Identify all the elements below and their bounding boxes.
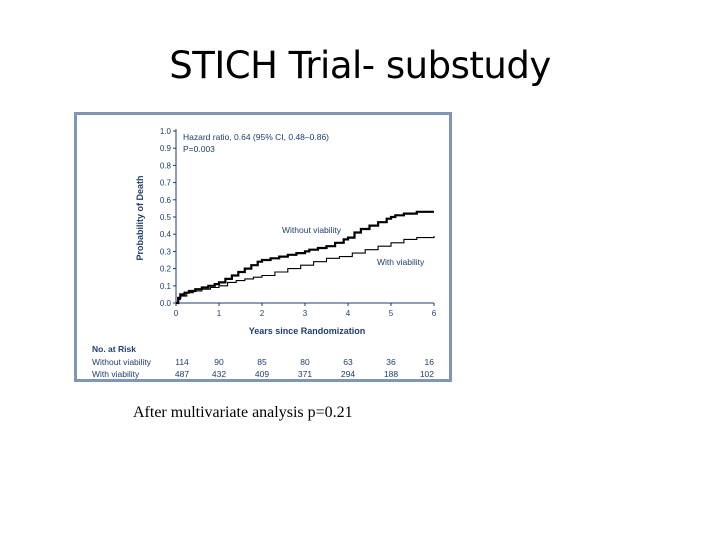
risk-row-label-with-viability: With viability [92,369,140,379]
y-axis-ticks: 0.0 0.1 0.2 0.3 0.4 0.5 0.6 0.7 0.8 0.9 1.0 [160,127,176,308]
risk-row-label-without-viability: Without viability [92,357,152,367]
y-axis-label: Probability of Death [135,175,145,260]
x-tick-label: 3 [303,309,308,318]
risk-value: 85 [257,357,267,367]
risk-value: 80 [300,357,310,367]
series-label-with-viability: With viability [377,257,425,267]
y-tick-label: 0.0 [160,299,172,308]
y-tick-label: 0.4 [160,230,172,239]
y-tick-label: 0.6 [160,196,172,205]
x-axis-label: Years since Randomization [249,326,366,336]
p-value-annotation: P=0.003 [183,144,215,154]
y-tick-label: 0.7 [160,179,172,188]
x-tick-label: 6 [432,309,437,318]
y-tick-label: 1.0 [160,127,172,136]
hazard-ratio-annotation: Hazard ratio, 0.64 (95% CI, 0.48–0.86) [183,132,329,142]
y-tick-label: 0.1 [160,282,172,291]
y-tick-label: 0.3 [160,247,172,256]
risk-value: 432 [212,369,226,379]
risk-value: 102 [420,369,434,379]
x-tick-label: 1 [217,309,222,318]
x-tick-label: 0 [174,309,179,318]
risk-value: 90 [214,357,224,367]
kaplan-meier-chart: 0.0 0.1 0.2 0.3 0.4 0.5 0.6 0.7 0.8 0.9 1.0 0 1 2 3 4 5… [92,127,437,379]
series-label-without-viability: Without viability [282,225,342,235]
x-tick-label: 2 [260,309,265,318]
slide-title: STICH Trial- substudy [169,44,551,87]
y-tick-label: 0.9 [160,144,172,153]
risk-value: 409 [255,369,269,379]
x-tick-label: 5 [389,309,394,318]
y-tick-label: 0.8 [160,161,172,170]
risk-value: 294 [341,369,355,379]
risk-table-header: No. at Risk [92,344,136,354]
survival-curves [176,210,435,305]
x-tick-label: 4 [346,309,351,318]
caption: After multivariate analysis p=0.21 [133,404,353,421]
risk-value: 63 [343,357,353,367]
risk-value: 16 [425,357,435,367]
risk-value: 36 [386,357,396,367]
x-axis-ticks: 0 1 2 3 4 5 6 [174,303,437,318]
y-tick-label: 0.2 [160,265,172,274]
figure-frame: 0.0 0.1 0.2 0.3 0.4 0.5 0.6 0.7 0.8 0.9 1.0 0 1 2 3 4 5… [74,112,452,382]
risk-value: 114 [175,357,189,367]
risk-value: 487 [175,369,189,379]
curve-without-viability [176,210,434,305]
y-tick-label: 0.5 [160,213,172,222]
risk-value: 371 [298,369,312,379]
risk-table-values: 114 90 85 80 63 36 16 487 432 409 371 294 188 102 [175,357,434,379]
risk-value: 188 [384,369,398,379]
curve-with-viability [176,235,435,304]
